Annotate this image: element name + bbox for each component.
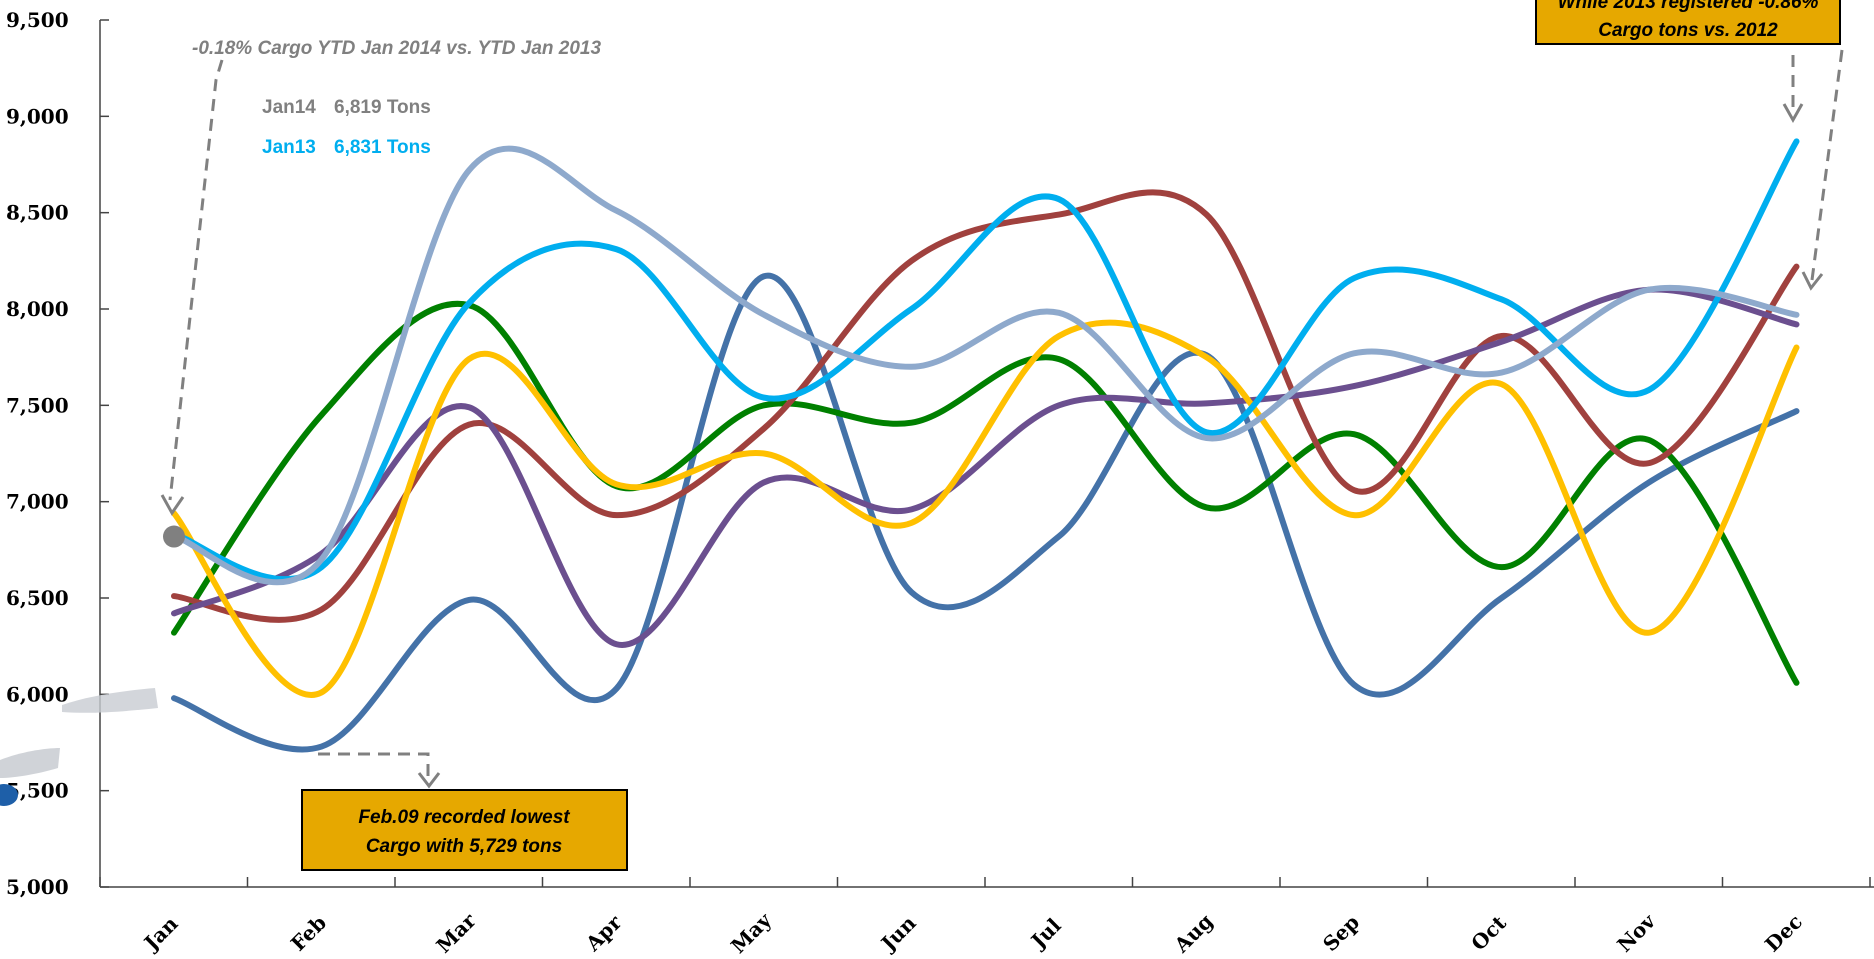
x-tick-label: Feb	[286, 910, 331, 955]
x-tick-label: Aug	[1169, 909, 1218, 958]
series-line-1	[171, 272, 1800, 753]
series-line-5	[171, 319, 1800, 698]
top-callout-line2: Cargo tons vs. 2012	[1598, 20, 1778, 41]
legend-jan14-value: 6,819 Tons	[334, 97, 431, 118]
series-line-4	[171, 286, 1800, 648]
y-tick-label: 9,000	[6, 104, 69, 128]
y-tick-label: 7,000	[6, 490, 69, 514]
feb-callout-box	[301, 789, 628, 871]
x-tick-label: Apr	[580, 910, 626, 956]
decorative-brush-strokes	[0, 688, 158, 806]
y-tick-label: 8,000	[6, 297, 69, 321]
series-layer	[163, 138, 1800, 753]
series-line-2	[171, 300, 1800, 686]
legend-jan13-label: Jan13	[262, 137, 316, 158]
y-tick-label: 5,000	[6, 875, 69, 899]
x-tick-label: Jan	[138, 911, 183, 956]
y-tick-label: 6,000	[6, 682, 69, 706]
jan14-marker-point	[163, 525, 185, 548]
feb-callout-line2: Cargo with 5,729 tons	[366, 836, 562, 857]
y-tick-label: 6,500	[6, 586, 69, 610]
ytd-note: -0.18% Cargo YTD Jan 2014 vs. YTD Jan 20…	[192, 38, 601, 59]
top-callout-line1: While 2013 registered -0.86%	[1558, 0, 1819, 13]
x-tick-label: Nov	[1612, 908, 1661, 957]
y-tick-label: 9,500	[6, 8, 69, 32]
ytd-dashed-arrow	[160, 59, 224, 516]
x-tick-label: Sep	[1318, 910, 1364, 956]
series-line-7	[171, 145, 1800, 586]
feb-dashed-arrow	[318, 752, 441, 789]
x-axis: Jan Feb Mar Apr May Jun Jul Aug Sep Oct Nov Dec	[99, 877, 1874, 958]
y-tick-label: 8,500	[6, 201, 69, 225]
feb-callout-line1: Feb.09 recorded lowest	[358, 807, 570, 828]
top-dashed-arrows	[1782, 49, 1844, 291]
x-tick-label: Jun	[875, 911, 921, 957]
y-tick-label: 7,500	[6, 393, 69, 417]
x-tick-label: May	[726, 907, 777, 958]
x-tick-label: Oct	[1466, 910, 1511, 955]
x-tick-label: Mar	[431, 908, 481, 958]
top-callout-box	[1535, 0, 1841, 45]
x-tick-label: Dec	[1760, 910, 1807, 957]
legend-jan14-label: Jan14	[262, 97, 316, 118]
x-tick-label: Jul	[1025, 913, 1066, 954]
y-axis: 5,0005,5006,0006,5007,0007,5008,0008,500…	[6, 8, 109, 899]
series-line-6	[171, 138, 1800, 583]
legend-jan13-value: 6,831 Tons	[334, 137, 431, 158]
